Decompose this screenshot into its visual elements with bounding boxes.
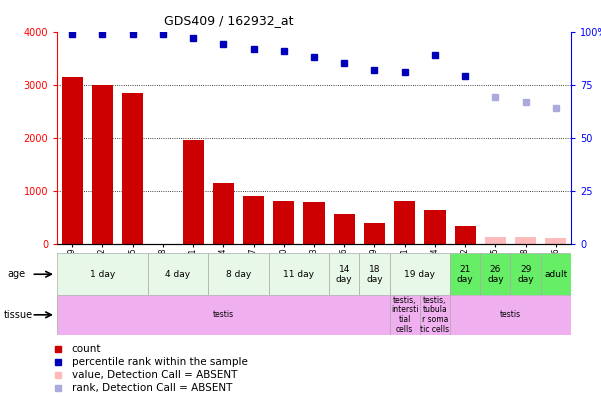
Text: tissue: tissue bbox=[4, 310, 33, 320]
Bar bbox=[545, 238, 566, 244]
Bar bbox=[364, 223, 385, 244]
Bar bbox=[424, 209, 445, 244]
Bar bbox=[62, 77, 83, 244]
Bar bbox=[57, 253, 148, 295]
Text: age: age bbox=[7, 269, 25, 279]
Text: percentile rank within the sample: percentile rank within the sample bbox=[72, 356, 248, 367]
Bar bbox=[541, 253, 571, 295]
Bar bbox=[450, 295, 571, 335]
Bar bbox=[389, 253, 450, 295]
Bar bbox=[480, 253, 510, 295]
Bar bbox=[510, 253, 541, 295]
Bar bbox=[183, 140, 204, 244]
Bar bbox=[394, 201, 415, 244]
Text: 1 day: 1 day bbox=[90, 270, 115, 279]
Text: 14
day: 14 day bbox=[336, 265, 353, 284]
Bar bbox=[359, 253, 389, 295]
Bar bbox=[334, 214, 355, 244]
Bar bbox=[329, 253, 359, 295]
Bar bbox=[304, 202, 325, 244]
Bar bbox=[485, 237, 506, 244]
Text: value, Detection Call = ABSENT: value, Detection Call = ABSENT bbox=[72, 370, 237, 380]
Text: 26
day: 26 day bbox=[487, 265, 504, 284]
Bar bbox=[515, 237, 536, 244]
Text: 4 day: 4 day bbox=[165, 270, 191, 279]
Text: 11 day: 11 day bbox=[284, 270, 314, 279]
Text: 21
day: 21 day bbox=[457, 265, 474, 284]
Bar bbox=[92, 85, 113, 244]
Bar bbox=[148, 253, 208, 295]
Bar bbox=[208, 253, 269, 295]
Text: 19 day: 19 day bbox=[404, 270, 435, 279]
Bar bbox=[389, 295, 420, 335]
Bar bbox=[213, 183, 234, 244]
Bar bbox=[122, 93, 143, 244]
Text: testis,
tubula
r soma
tic cells: testis, tubula r soma tic cells bbox=[420, 296, 450, 334]
Bar bbox=[243, 196, 264, 244]
Text: testis,
intersti
tial
cells: testis, intersti tial cells bbox=[391, 296, 418, 334]
Bar bbox=[269, 253, 329, 295]
Text: adult: adult bbox=[545, 270, 567, 279]
Bar bbox=[57, 295, 389, 335]
Text: rank, Detection Call = ABSENT: rank, Detection Call = ABSENT bbox=[72, 383, 232, 393]
Text: testis: testis bbox=[500, 310, 521, 319]
Text: testis: testis bbox=[213, 310, 234, 319]
Bar bbox=[454, 226, 476, 244]
Text: count: count bbox=[72, 344, 101, 354]
Text: GDS409 / 162932_at: GDS409 / 162932_at bbox=[163, 14, 293, 27]
Text: 29
day: 29 day bbox=[517, 265, 534, 284]
Text: 8 day: 8 day bbox=[226, 270, 251, 279]
Bar bbox=[450, 253, 480, 295]
Text: 18
day: 18 day bbox=[366, 265, 383, 284]
Bar bbox=[420, 295, 450, 335]
Bar bbox=[273, 201, 294, 244]
